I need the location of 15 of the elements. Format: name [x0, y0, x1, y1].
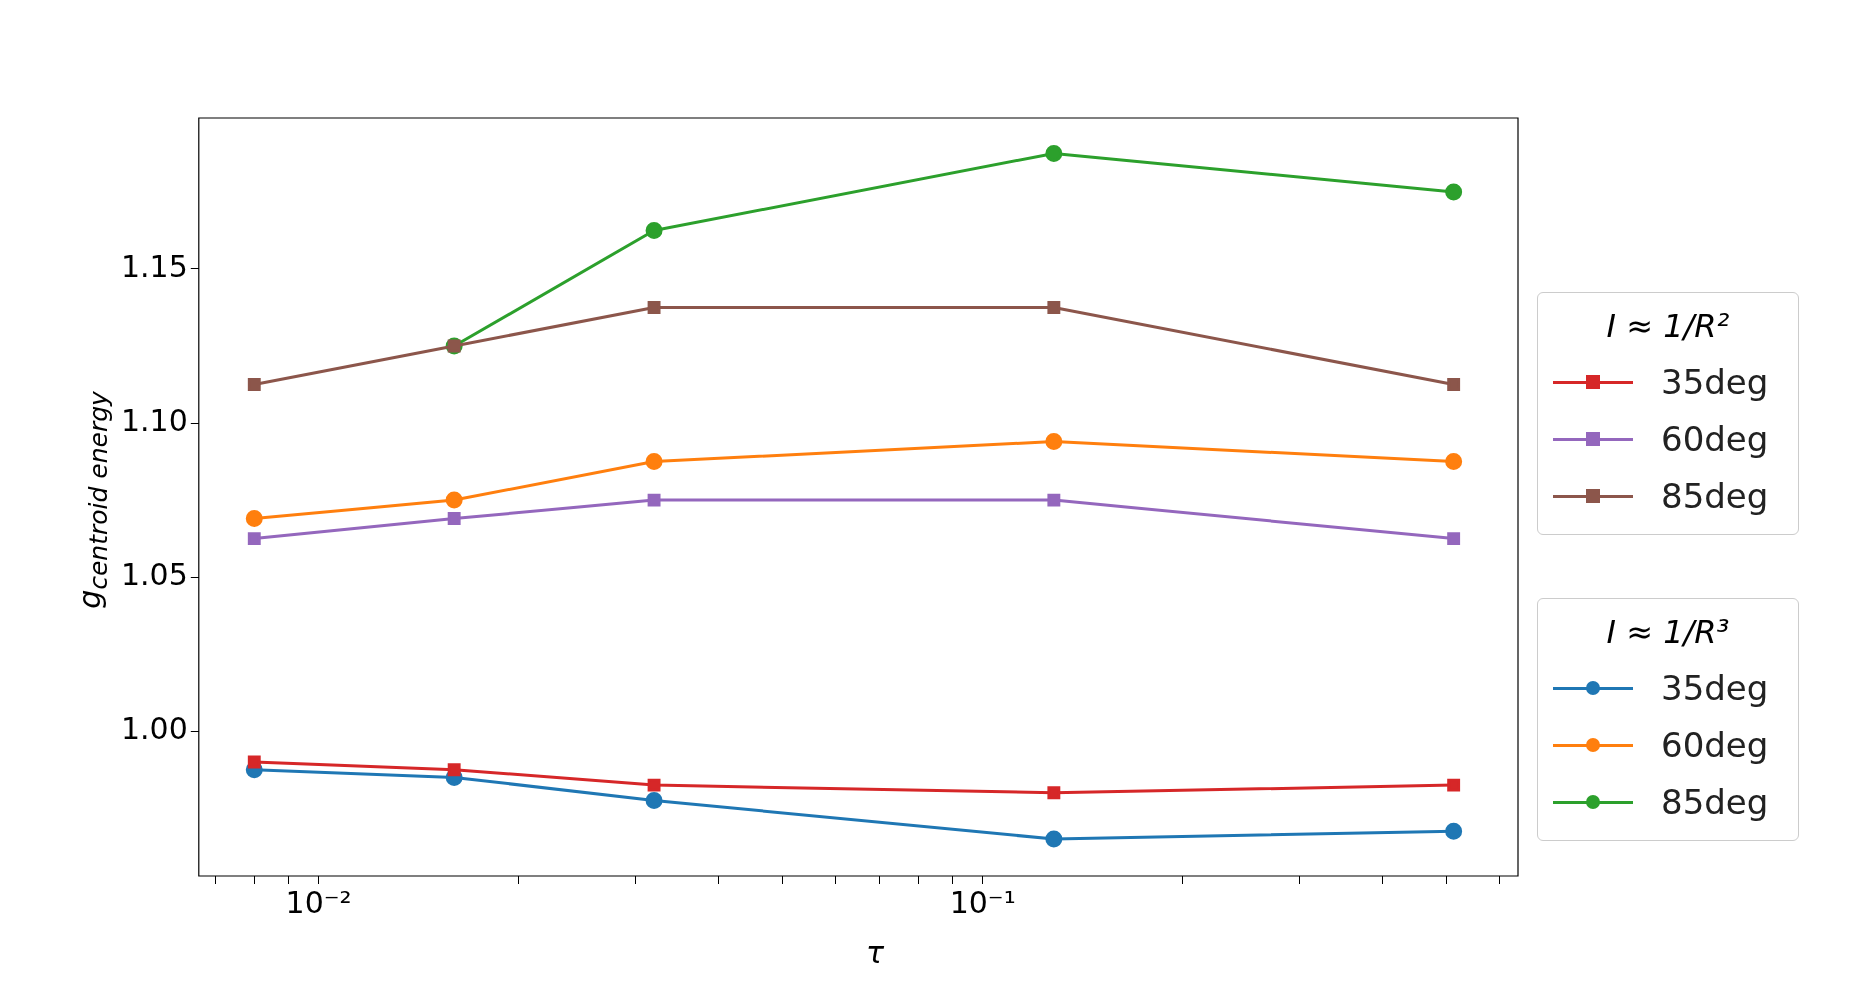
y-tick-label: 1.15 — [121, 248, 188, 284]
legend-label: 85deg — [1661, 475, 1769, 516]
x-tick-label: 10⁻² — [285, 884, 352, 920]
legend-label: 35deg — [1661, 667, 1769, 708]
legend-label: 35deg — [1661, 361, 1769, 402]
text: I ≈ 1/R² — [1606, 307, 1730, 345]
text: I ≈ 1/R³ — [1606, 613, 1730, 651]
x-tick-label: 10⁻¹ — [949, 884, 1016, 920]
legend-label: 60deg — [1661, 724, 1769, 765]
y-tick-label: 1.05 — [121, 556, 188, 592]
y-tick-label: 1.10 — [121, 402, 188, 438]
x-axis-title: τ — [865, 935, 885, 970]
legend-label: 60deg — [1661, 418, 1769, 459]
legend-label: 85deg — [1661, 781, 1769, 822]
y-tick-label: 1.00 — [121, 710, 188, 746]
